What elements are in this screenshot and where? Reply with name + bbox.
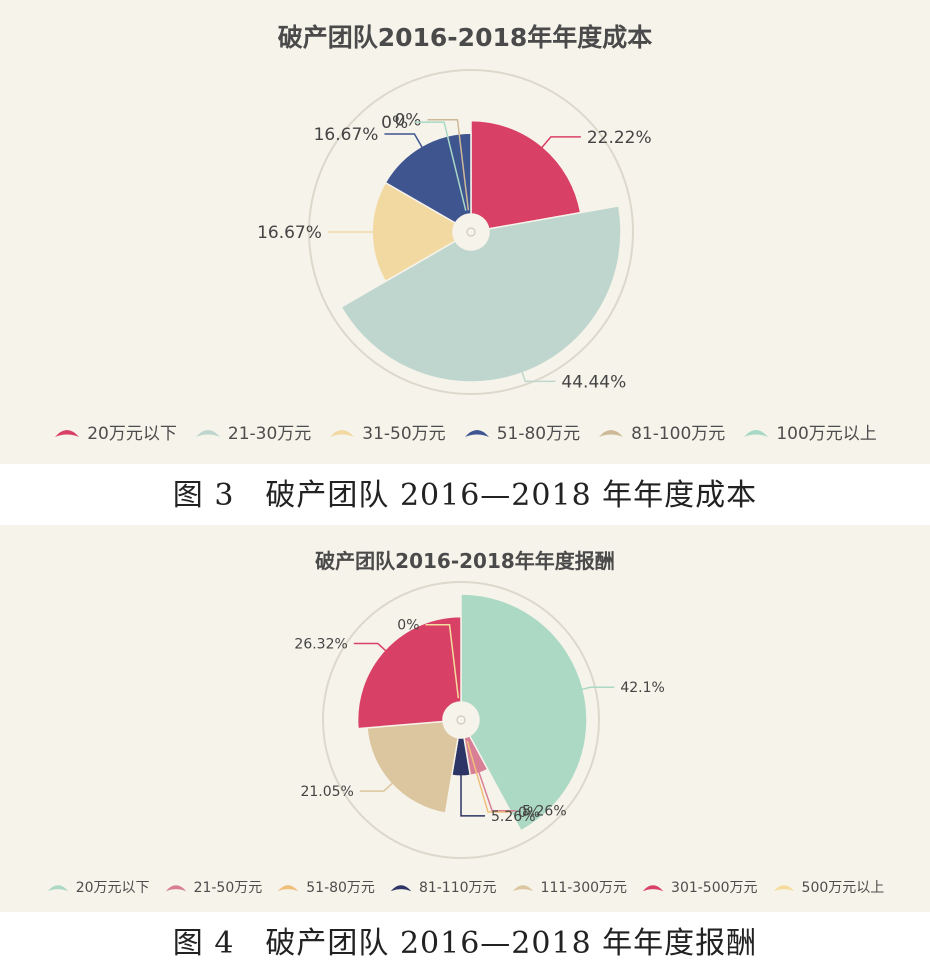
legend-label: 20万元以下: [76, 877, 150, 897]
legend-swatch-icon: [772, 881, 796, 893]
legend-label: 21-30万元: [228, 419, 311, 444]
legend-label: 100万元以上: [776, 419, 876, 444]
data-label: 42.1%: [620, 680, 664, 696]
legend-item[interactable]: 500万元以上: [772, 877, 885, 897]
data-label: 0%: [381, 113, 408, 133]
data-label: 0%: [397, 618, 419, 634]
legend-swatch-icon: [597, 425, 625, 439]
legend-label: 51-80万元: [306, 877, 375, 897]
legend-swatch-icon: [742, 425, 770, 439]
legend-swatch-icon: [276, 881, 300, 893]
leader-line: [540, 137, 581, 150]
legend-item[interactable]: 100万元以上: [742, 419, 876, 444]
legend-label: 31-50万元: [362, 419, 445, 444]
chart-legend: 20万元以下 21-30万元 31-50万元 51-80万元 81-100万元 100万元…: [0, 419, 930, 444]
rose-slice: [367, 721, 458, 813]
legend-label: 301-500万元: [671, 877, 758, 897]
center-hole: [443, 702, 479, 738]
legend-item[interactable]: 81-100万元: [597, 419, 725, 444]
figure-caption: 图 4 破产团队 2016—2018 年年度报酬: [0, 918, 930, 962]
rose-chart-pay: 42.1%5.26%0%5.26%21.05%26.32%0%: [0, 525, 930, 870]
legend-item[interactable]: 81-110万元: [389, 877, 497, 897]
legend-swatch-icon: [328, 425, 356, 439]
data-label: 16.67%: [257, 223, 322, 243]
legend-item[interactable]: 21-30万元: [194, 419, 311, 444]
legend-swatch-icon: [53, 425, 81, 439]
data-label: 22.22%: [587, 128, 652, 148]
legend-item[interactable]: 20万元以下: [46, 877, 150, 897]
rose-slice: [461, 594, 587, 831]
legend-label: 111-300万元: [541, 877, 628, 897]
legend-swatch-icon: [641, 881, 665, 893]
center-hole: [453, 214, 489, 250]
legend-label: 21-50万元: [194, 877, 263, 897]
legend-swatch-icon: [389, 881, 413, 893]
legend-swatch-icon: [164, 881, 188, 893]
legend-item[interactable]: 31-50万元: [328, 419, 445, 444]
legend-swatch-icon: [194, 425, 222, 439]
legend-item[interactable]: 301-500万元: [641, 877, 758, 897]
data-label: 21.05%: [300, 784, 353, 800]
legend-item[interactable]: 111-300万元: [511, 877, 628, 897]
legend-item[interactable]: 20万元以下: [53, 419, 177, 444]
legend-swatch-icon: [463, 425, 491, 439]
data-label: 26.32%: [294, 636, 347, 652]
legend-swatch-icon: [46, 881, 70, 893]
legend-label: 51-80万元: [497, 419, 580, 444]
legend-label: 81-100万元: [631, 419, 725, 444]
leader-line: [384, 134, 423, 150]
data-label: 16.67%: [314, 125, 379, 145]
chart-panel-pay: 破产团队2016-2018年年度报酬 42.1%5.26%0%5.26%21.0…: [0, 525, 930, 912]
rose-chart-cost: 22.22%44.44%16.67%16.67%0%0%: [0, 0, 930, 415]
leader-line: [360, 781, 395, 791]
data-label: 44.44%: [561, 372, 626, 392]
legend-swatch-icon: [511, 881, 535, 893]
data-label: 5.26%: [491, 809, 535, 825]
leader-line: [579, 687, 614, 690]
legend-item[interactable]: 51-80万元: [463, 419, 580, 444]
chart-panel-cost: 破产团队2016-2018年年度成本 22.22%44.44%16.67%16.…: [0, 0, 930, 464]
legend-label: 500万元以上: [802, 877, 885, 897]
legend-label: 81-110万元: [419, 877, 497, 897]
figure-caption: 图 3 破产团队 2016—2018 年年度成本: [0, 470, 930, 514]
legend-item[interactable]: 51-80万元: [276, 877, 375, 897]
legend-label: 20万元以下: [87, 419, 177, 444]
chart-legend: 20万元以下 21-50万元 51-80万元 81-110万元 111-300万元 301…: [0, 877, 930, 897]
legend-item[interactable]: 21-50万元: [164, 877, 263, 897]
